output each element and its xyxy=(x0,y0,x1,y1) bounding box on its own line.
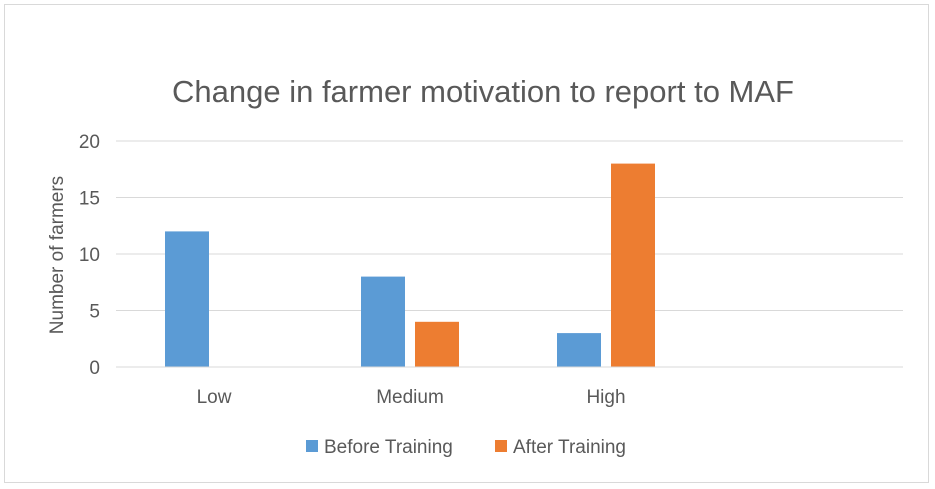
legend-swatch xyxy=(306,440,318,452)
legend-label: Before Training xyxy=(324,437,453,458)
y-tick-label: 15 xyxy=(79,189,100,210)
y-tick-label: 10 xyxy=(79,245,100,266)
y-axis-label: Number of farmers xyxy=(47,176,68,334)
x-tick-label: Medium xyxy=(376,387,444,408)
bar-before-training-high xyxy=(557,333,601,367)
bar-before-training-low xyxy=(165,231,209,367)
bar-before-training-medium xyxy=(361,276,405,367)
legend-swatch xyxy=(495,440,507,452)
chart-title: Change in farmer motivation to report to… xyxy=(172,74,794,109)
bar-after-training-high xyxy=(611,163,655,367)
x-axis-ticks: Low Medium High xyxy=(197,387,626,408)
legend: Before Training After Training xyxy=(306,437,626,458)
y-tick-label: 5 xyxy=(89,302,100,323)
x-tick-label: High xyxy=(586,387,625,408)
y-axis-ticks: 0 5 10 15 20 xyxy=(79,132,100,379)
chart-frame xyxy=(4,4,929,483)
x-tick-label: Low xyxy=(197,387,232,408)
legend-label: After Training xyxy=(513,437,626,458)
bars xyxy=(116,163,903,368)
gridlines xyxy=(116,140,903,368)
y-tick-label: 0 xyxy=(89,358,100,379)
y-tick-label: 20 xyxy=(79,132,100,153)
bar-after-training-medium xyxy=(415,321,459,367)
